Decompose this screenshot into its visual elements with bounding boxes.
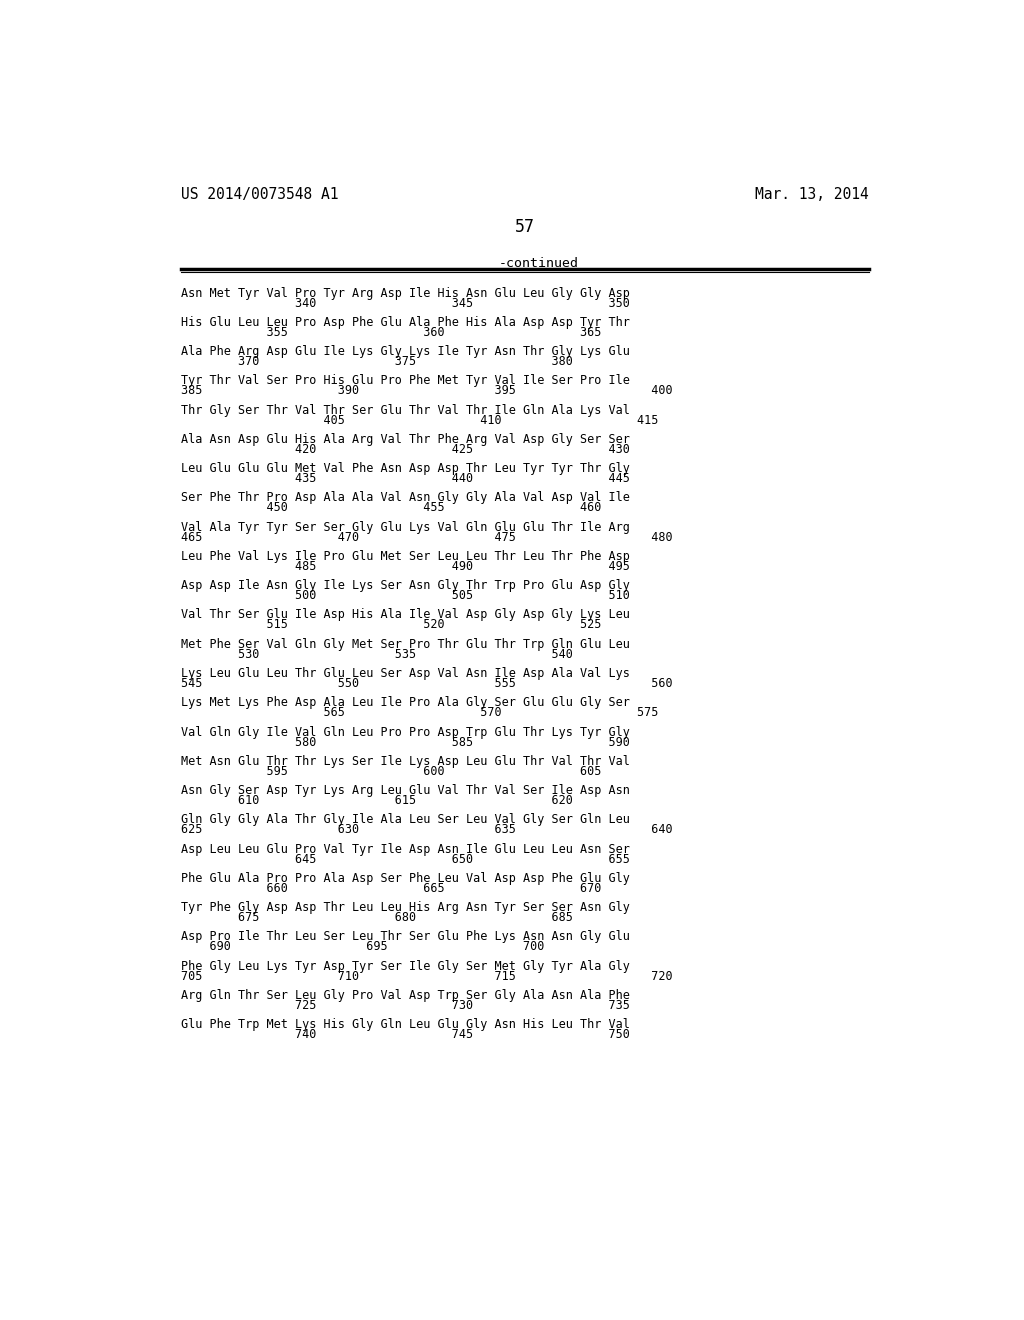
Text: Tyr Thr Val Ser Pro His Glu Pro Phe Met Tyr Val Ile Ser Pro Ile: Tyr Thr Val Ser Pro His Glu Pro Phe Met …	[180, 375, 630, 387]
Text: 705                   710                   715                   720: 705 710 715 720	[180, 970, 673, 982]
Text: Arg Gln Thr Ser Leu Gly Pro Val Asp Trp Ser Gly Ala Asn Ala Phe: Arg Gln Thr Ser Leu Gly Pro Val Asp Trp …	[180, 989, 630, 1002]
Text: 625                   630                   635                   640: 625 630 635 640	[180, 824, 673, 837]
Text: Ala Asn Asp Glu His Ala Arg Val Thr Phe Arg Val Asp Gly Ser Ser: Ala Asn Asp Glu His Ala Arg Val Thr Phe …	[180, 433, 630, 446]
Text: 515                   520                   525: 515 520 525	[180, 619, 601, 631]
Text: 725                   730                   735: 725 730 735	[180, 999, 630, 1012]
Text: 355                   360                   365: 355 360 365	[180, 326, 601, 339]
Text: Met Asn Glu Thr Thr Lys Ser Ile Lys Asp Leu Glu Thr Val Thr Val: Met Asn Glu Thr Thr Lys Ser Ile Lys Asp …	[180, 755, 630, 768]
Text: Glu Phe Trp Met Lys His Gly Gln Leu Glu Gly Asn His Leu Thr Val: Glu Phe Trp Met Lys His Gly Gln Leu Glu …	[180, 1018, 630, 1031]
Text: 660                   665                   670: 660 665 670	[180, 882, 601, 895]
Text: -continued: -continued	[499, 257, 579, 271]
Text: 500                   505                   510: 500 505 510	[180, 589, 630, 602]
Text: Ala Phe Arg Asp Glu Ile Lys Gly Lys Ile Tyr Asn Thr Gly Lys Glu: Ala Phe Arg Asp Glu Ile Lys Gly Lys Ile …	[180, 345, 630, 358]
Text: 580                   585                   590: 580 585 590	[180, 735, 630, 748]
Text: Leu Glu Glu Glu Met Val Phe Asn Asp Asp Thr Leu Tyr Tyr Thr Gly: Leu Glu Glu Glu Met Val Phe Asn Asp Asp …	[180, 462, 630, 475]
Text: 675                   680                   685: 675 680 685	[180, 911, 572, 924]
Text: 370                   375                   380: 370 375 380	[180, 355, 572, 368]
Text: 610                   615                   620: 610 615 620	[180, 795, 572, 807]
Text: 420                   425                   430: 420 425 430	[180, 444, 630, 455]
Text: Leu Phe Val Lys Ile Pro Glu Met Ser Leu Leu Thr Leu Thr Phe Asp: Leu Phe Val Lys Ile Pro Glu Met Ser Leu …	[180, 550, 630, 562]
Text: His Glu Leu Leu Pro Asp Phe Glu Ala Phe His Ala Asp Asp Tyr Thr: His Glu Leu Leu Pro Asp Phe Glu Ala Phe …	[180, 315, 630, 329]
Text: Thr Gly Ser Thr Val Thr Ser Glu Thr Val Thr Ile Gln Ala Lys Val: Thr Gly Ser Thr Val Thr Ser Glu Thr Val …	[180, 404, 630, 417]
Text: Phe Glu Ala Pro Pro Ala Asp Ser Phe Leu Val Asp Asp Phe Glu Gly: Phe Glu Ala Pro Pro Ala Asp Ser Phe Leu …	[180, 871, 630, 884]
Text: 740                   745                   750: 740 745 750	[180, 1028, 630, 1041]
Text: Asn Gly Ser Asp Tyr Lys Arg Leu Glu Val Thr Val Ser Ile Asp Asn: Asn Gly Ser Asp Tyr Lys Arg Leu Glu Val …	[180, 784, 630, 797]
Text: 340                   345                   350: 340 345 350	[180, 297, 630, 310]
Text: 450                   455                   460: 450 455 460	[180, 502, 601, 515]
Text: 405                   410                   415: 405 410 415	[180, 413, 658, 426]
Text: US 2014/0073548 A1: US 2014/0073548 A1	[180, 187, 338, 202]
Text: 545                   550                   555                   560: 545 550 555 560	[180, 677, 673, 690]
Text: Mar. 13, 2014: Mar. 13, 2014	[755, 187, 869, 202]
Text: Gln Gly Gly Ala Thr Gly Ile Ala Leu Ser Leu Val Gly Ser Gln Leu: Gln Gly Gly Ala Thr Gly Ile Ala Leu Ser …	[180, 813, 630, 826]
Text: Asp Leu Leu Glu Pro Val Tyr Ile Asp Asn Ile Glu Leu Leu Asn Ser: Asp Leu Leu Glu Pro Val Tyr Ile Asp Asn …	[180, 842, 630, 855]
Text: 645                   650                   655: 645 650 655	[180, 853, 630, 866]
Text: 465                   470                   475                   480: 465 470 475 480	[180, 531, 673, 544]
Text: Lys Leu Glu Leu Thr Glu Leu Ser Asp Val Asn Ile Asp Ala Val Lys: Lys Leu Glu Leu Thr Glu Leu Ser Asp Val …	[180, 667, 630, 680]
Text: Asp Pro Ile Thr Leu Ser Leu Thr Ser Glu Phe Lys Asn Asn Gly Glu: Asp Pro Ile Thr Leu Ser Leu Thr Ser Glu …	[180, 931, 630, 944]
Text: Tyr Phe Gly Asp Asp Thr Leu Leu His Arg Asn Tyr Ser Ser Asn Gly: Tyr Phe Gly Asp Asp Thr Leu Leu His Arg …	[180, 902, 630, 913]
Text: 57: 57	[515, 218, 535, 236]
Text: Val Thr Ser Glu Ile Asp His Ala Ile Val Asp Gly Asp Gly Lys Leu: Val Thr Ser Glu Ile Asp His Ala Ile Val …	[180, 609, 630, 622]
Text: Ser Phe Thr Pro Asp Ala Ala Val Asn Gly Gly Ala Val Asp Val Ile: Ser Phe Thr Pro Asp Ala Ala Val Asn Gly …	[180, 491, 630, 504]
Text: Asn Met Tyr Val Pro Tyr Arg Asp Ile His Asn Glu Leu Gly Gly Asp: Asn Met Tyr Val Pro Tyr Arg Asp Ile His …	[180, 286, 630, 300]
Text: Met Phe Ser Val Gln Gly Met Ser Pro Thr Glu Thr Trp Gln Glu Leu: Met Phe Ser Val Gln Gly Met Ser Pro Thr …	[180, 638, 630, 651]
Text: 690                   695                   700: 690 695 700	[180, 940, 544, 953]
Text: Val Gln Gly Ile Val Gln Leu Pro Pro Asp Trp Glu Thr Lys Tyr Gly: Val Gln Gly Ile Val Gln Leu Pro Pro Asp …	[180, 726, 630, 738]
Text: Lys Met Lys Phe Asp Ala Leu Ile Pro Ala Gly Ser Glu Glu Gly Ser: Lys Met Lys Phe Asp Ala Leu Ile Pro Ala …	[180, 696, 630, 709]
Text: 485                   490                   495: 485 490 495	[180, 560, 630, 573]
Text: 595                   600                   605: 595 600 605	[180, 764, 601, 777]
Text: 565                   570                   575: 565 570 575	[180, 706, 658, 719]
Text: Val Ala Tyr Tyr Ser Ser Gly Glu Lys Val Gln Glu Glu Thr Ile Arg: Val Ala Tyr Tyr Ser Ser Gly Glu Lys Val …	[180, 520, 630, 533]
Text: Asp Asp Ile Asn Gly Ile Lys Ser Asn Gly Thr Trp Pro Glu Asp Gly: Asp Asp Ile Asn Gly Ile Lys Ser Asn Gly …	[180, 579, 630, 593]
Text: Phe Gly Leu Lys Tyr Asp Tyr Ser Ile Gly Ser Met Gly Tyr Ala Gly: Phe Gly Leu Lys Tyr Asp Tyr Ser Ile Gly …	[180, 960, 630, 973]
Text: 530                   535                   540: 530 535 540	[180, 648, 572, 661]
Text: 435                   440                   445: 435 440 445	[180, 473, 630, 486]
Text: 385                   390                   395                   400: 385 390 395 400	[180, 384, 673, 397]
